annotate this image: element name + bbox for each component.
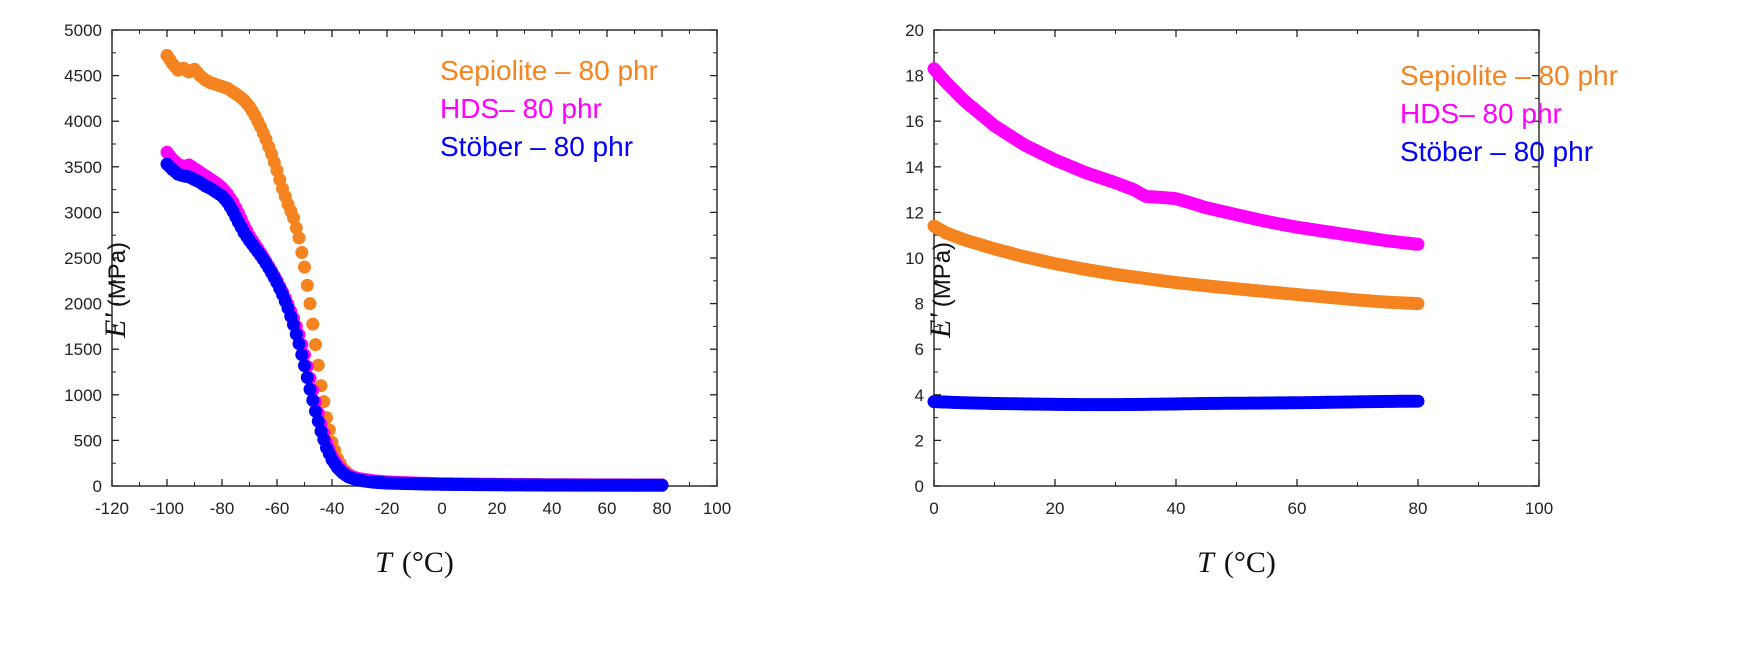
right-y-axis-title: E'(MPa) <box>924 242 957 339</box>
left-y-axis-title: E'(MPa) <box>99 242 132 339</box>
left-x-tick-label: 40 <box>543 499 562 518</box>
left-data-point <box>306 393 320 407</box>
left-data-point <box>295 348 309 362</box>
right-x-tick-label: 100 <box>1525 499 1553 518</box>
right-x-tick-label: 20 <box>1046 499 1065 518</box>
right-legend-entry: Stöber – 80 phr <box>1400 136 1593 167</box>
left-x-tick-label: -80 <box>210 499 235 518</box>
left-y-tick-label: 2000 <box>64 295 102 314</box>
left-data-point <box>309 404 322 418</box>
left-y-tick-label: 4500 <box>64 67 102 86</box>
left-x-axis-title: T (°C) <box>375 546 454 579</box>
right-y-tick-label: 14 <box>905 158 924 177</box>
right-legend-entry: Sepiolite – 80 phr <box>1400 60 1618 91</box>
left-y-tick-label: 1500 <box>64 340 102 359</box>
left-x-tick-label: -40 <box>320 499 345 518</box>
left-legend-entry: Stöber – 80 phr <box>440 131 633 162</box>
left-data-point <box>309 338 322 352</box>
left-y-tick-label: 2500 <box>64 249 102 268</box>
left-x-tick-label: 20 <box>488 499 507 518</box>
right-y-tick-label: 4 <box>915 386 924 405</box>
right-x-tick-label: 60 <box>1288 499 1307 518</box>
right-x-tick-label: 0 <box>929 499 938 518</box>
left-y-tick-label: 3000 <box>64 203 102 222</box>
left-data-point <box>306 317 320 331</box>
right-y-tick-label: 18 <box>905 67 924 86</box>
left-series-hds-80-phr <box>160 145 669 492</box>
left-x-tick-label: -60 <box>265 499 290 518</box>
right-series-st-ber-80-phr <box>927 394 1425 412</box>
right-data-point <box>1411 237 1425 251</box>
left-y-tick-label: 5000 <box>64 21 102 40</box>
left-data-point <box>300 278 314 292</box>
right-x-axis-title: T (°C) <box>1197 546 1276 579</box>
left-y-tick-label: 1000 <box>64 386 102 405</box>
left-y-tick-label: 500 <box>74 431 102 450</box>
chart-left-modulus-vs-temperature: -120 -100 -80 -60 -40 -20 0 20 40 60 80 10005001000… <box>64 21 731 579</box>
left-x-tick-label: 60 <box>598 499 617 518</box>
right-x-tick-label: 80 <box>1409 499 1428 518</box>
right-data-point <box>1411 394 1425 408</box>
right-y-tick-label: 10 <box>905 249 924 268</box>
left-data-point <box>655 478 669 492</box>
left-data-point <box>289 221 303 235</box>
left-x-tick-label: -120 <box>95 499 129 518</box>
left-data-point <box>287 211 300 225</box>
left-data-point <box>300 371 314 384</box>
left-x-tick-label: 0 <box>437 499 446 518</box>
right-y-tick-label: 0 <box>915 477 924 496</box>
right-y-tick-label: 20 <box>905 21 924 40</box>
left-data-point <box>292 337 306 351</box>
left-x-tick-label: 80 <box>653 499 672 518</box>
right-y-tick-label: 12 <box>905 203 924 222</box>
left-y-tick-label: 4000 <box>64 112 102 131</box>
left-data-point <box>298 260 311 274</box>
left-data-point <box>295 246 309 259</box>
left-legend-entry: HDS– 80 phr <box>440 93 602 124</box>
left-data-point <box>298 359 311 373</box>
right-y-tick-label: 6 <box>915 340 924 359</box>
left-legend-entry: Sepiolite – 80 phr <box>440 55 658 86</box>
left-data-point <box>311 358 325 372</box>
left-data-point <box>303 382 317 396</box>
right-x-tick-label: 40 <box>1167 499 1186 518</box>
left-data-point <box>292 231 306 245</box>
left-data-point <box>311 414 325 428</box>
left-y-tick-label: 3500 <box>64 158 102 177</box>
right-y-tick-label: 16 <box>905 112 924 131</box>
left-series-st-ber-80-phr <box>160 157 669 492</box>
chart-right-modulus-vs-temperature: 0 20 40 60 80 100 0 2 4 6 8 10 12 14 16 18 20 Sepiolite –… <box>905 21 1618 579</box>
left-data-point <box>303 297 317 311</box>
right-y-tick-label: 8 <box>915 295 924 314</box>
left-y-tick-label: 0 <box>93 477 102 496</box>
right-series-sepiolite-80-phr <box>927 219 1425 311</box>
left-x-tick-label: 100 <box>703 499 731 518</box>
right-y-tick-label: 2 <box>915 431 924 450</box>
right-legend-entry: HDS– 80 phr <box>1400 98 1562 129</box>
right-data-point <box>1411 297 1425 311</box>
right-series-hds-80-phr <box>927 62 1425 251</box>
left-plot-frame <box>111 29 718 487</box>
left-x-tick-label: -100 <box>150 499 184 518</box>
left-x-tick-label: -20 <box>375 499 400 518</box>
